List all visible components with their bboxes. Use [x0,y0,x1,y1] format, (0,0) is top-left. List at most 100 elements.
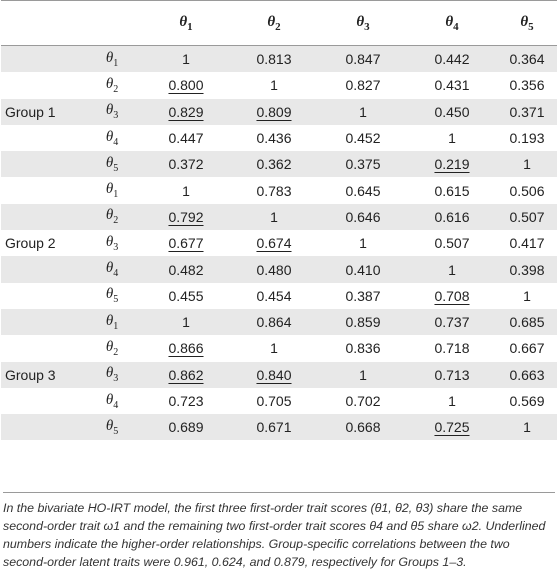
row-trait-label: θ2 [105,338,119,358]
correlation-cell: 0.193 [509,130,545,147]
correlation-cell: 0.480 [256,261,292,278]
header-col-theta3: θ3 [319,0,407,46]
correlation-cell: 0.827 [345,77,381,94]
group-label [1,177,81,203]
correlation-cell: 0.452 [345,130,381,147]
header-empty-group [1,0,81,46]
correlation-cell: 0.829 [168,103,204,120]
correlation-cell: 0.702 [345,393,381,409]
row-trait-label: θ3 [105,102,119,122]
correlation-cell: 0.482 [168,261,204,278]
group-label: Group 3 [5,366,56,383]
correlation-cell: 0.646 [345,208,381,225]
group-label [1,256,81,282]
correlation-cell: 1 [182,182,190,199]
table-row: θ5 0.372 0.362 0.375 0.219 1 [1,151,557,178]
header-col-theta5: θ5 [497,0,557,46]
table-row: θ5 0.689 0.671 0.668 0.725 1 [1,414,557,441]
table-row: θ2 0.866 1 0.836 0.718 0.667 [1,335,557,361]
correlation-table: θ1 θ2 θ3 θ4 θ5 θ1 1 0.813 0.847 0.442 0.364 θ2… [1,0,557,441]
correlation-cell: 0.836 [345,340,381,357]
group-label [1,151,81,177]
row-trait-label: θ4 [105,391,119,411]
correlation-cell: 0.674 [256,235,292,252]
row-trait-label: θ3 [105,233,119,253]
header-empty-trait [81,0,143,46]
table-row: θ1 1 0.783 0.645 0.615 0.506 [1,177,557,203]
correlation-cell: 0.705 [256,393,292,409]
table-row: θ5 0.455 0.454 0.387 0.708 1 [1,283,557,309]
table-footnote: In the bivariate HO-IRT model, the first… [3,492,555,571]
group-label [1,388,81,414]
correlation-cell: 0.866 [168,340,204,357]
correlation-cell: 0.506 [509,182,545,199]
group-label [1,204,81,230]
row-trait-label: θ1 [105,49,119,69]
correlation-cell: 1 [448,130,456,147]
table-row: θ2 0.792 1 0.646 0.616 0.507 [1,203,557,231]
correlation-cell: 0.356 [509,77,545,94]
correlation-cell: 0.723 [168,393,204,409]
correlation-cell: 0.375 [345,156,381,173]
correlation-cell: 0.864 [256,314,292,331]
row-trait-label: θ4 [105,128,119,148]
row-trait-label: θ5 [105,417,119,437]
correlation-cell: 0.364 [509,51,545,68]
correlation-cell: 0.708 [434,287,470,304]
correlation-cell: 0.813 [256,51,292,68]
correlation-cell: 0.689 [168,419,204,436]
correlation-cell: 0.668 [345,419,381,436]
correlation-cell: 0.372 [168,156,204,173]
correlation-cell: 0.454 [256,287,292,304]
correlation-cell: 0.667 [509,340,545,357]
correlation-cell: 0.569 [509,393,545,409]
correlation-cell: 0.436 [256,130,292,147]
correlation-cell: 1 [359,103,367,120]
correlation-cell: 0.450 [434,103,470,120]
correlation-cell: 1 [523,287,531,304]
correlation-cell: 1 [270,340,278,357]
correlation-cell: 0.398 [509,261,545,278]
correlation-cell: 0.671 [256,419,292,436]
header-col-theta2: θ2 [229,0,319,46]
correlation-cell: 0.725 [434,419,470,436]
correlation-cell: 0.718 [434,340,470,357]
correlation-cell: 0.371 [509,103,545,120]
correlation-cell: 1 [523,419,531,436]
correlation-cell: 0.792 [168,208,204,225]
header-col-theta4: θ4 [407,0,497,46]
correlation-cell: 0.431 [434,77,470,94]
row-trait-label: θ1 [105,312,119,332]
correlation-cell: 0.615 [434,182,470,199]
correlation-cell: 0.417 [509,235,545,252]
correlation-cell: 0.809 [256,103,292,120]
correlation-cell: 0.442 [434,51,470,68]
correlation-cell: 1 [523,156,531,173]
correlation-cell: 1 [359,235,367,252]
group-label: Group 2 [5,235,56,252]
correlation-cell: 0.616 [434,208,470,225]
correlation-cell: 0.737 [434,314,470,331]
row-trait-label: θ5 [105,154,119,174]
group-label [1,335,81,361]
correlation-cell: 0.645 [345,182,381,199]
group-label [1,283,81,309]
row-trait-label: θ4 [105,260,119,280]
table-row: θ4 0.482 0.480 0.410 1 0.398 [1,256,557,283]
correlation-cell: 1 [448,393,456,409]
correlation-cell: 0.362 [256,156,292,173]
correlation-cell: 0.862 [168,366,204,383]
group-label [1,125,81,151]
row-trait-label: θ3 [105,365,119,385]
correlation-cell: 0.783 [256,182,292,199]
table-row: θ2 0.800 1 0.827 0.431 0.356 [1,72,557,98]
correlation-cell: 0.410 [345,261,381,278]
group-label [1,309,81,335]
table-body: θ1 1 0.813 0.847 0.442 0.364 θ2 0.800 1 0.827 0.43… [1,45,557,441]
correlation-cell: 1 [182,314,190,331]
correlation-cell: 0.219 [434,156,470,173]
correlation-cell: 0.800 [168,77,204,94]
row-trait-label: θ1 [105,181,119,201]
table-row: θ4 0.447 0.436 0.452 1 0.193 [1,125,557,151]
